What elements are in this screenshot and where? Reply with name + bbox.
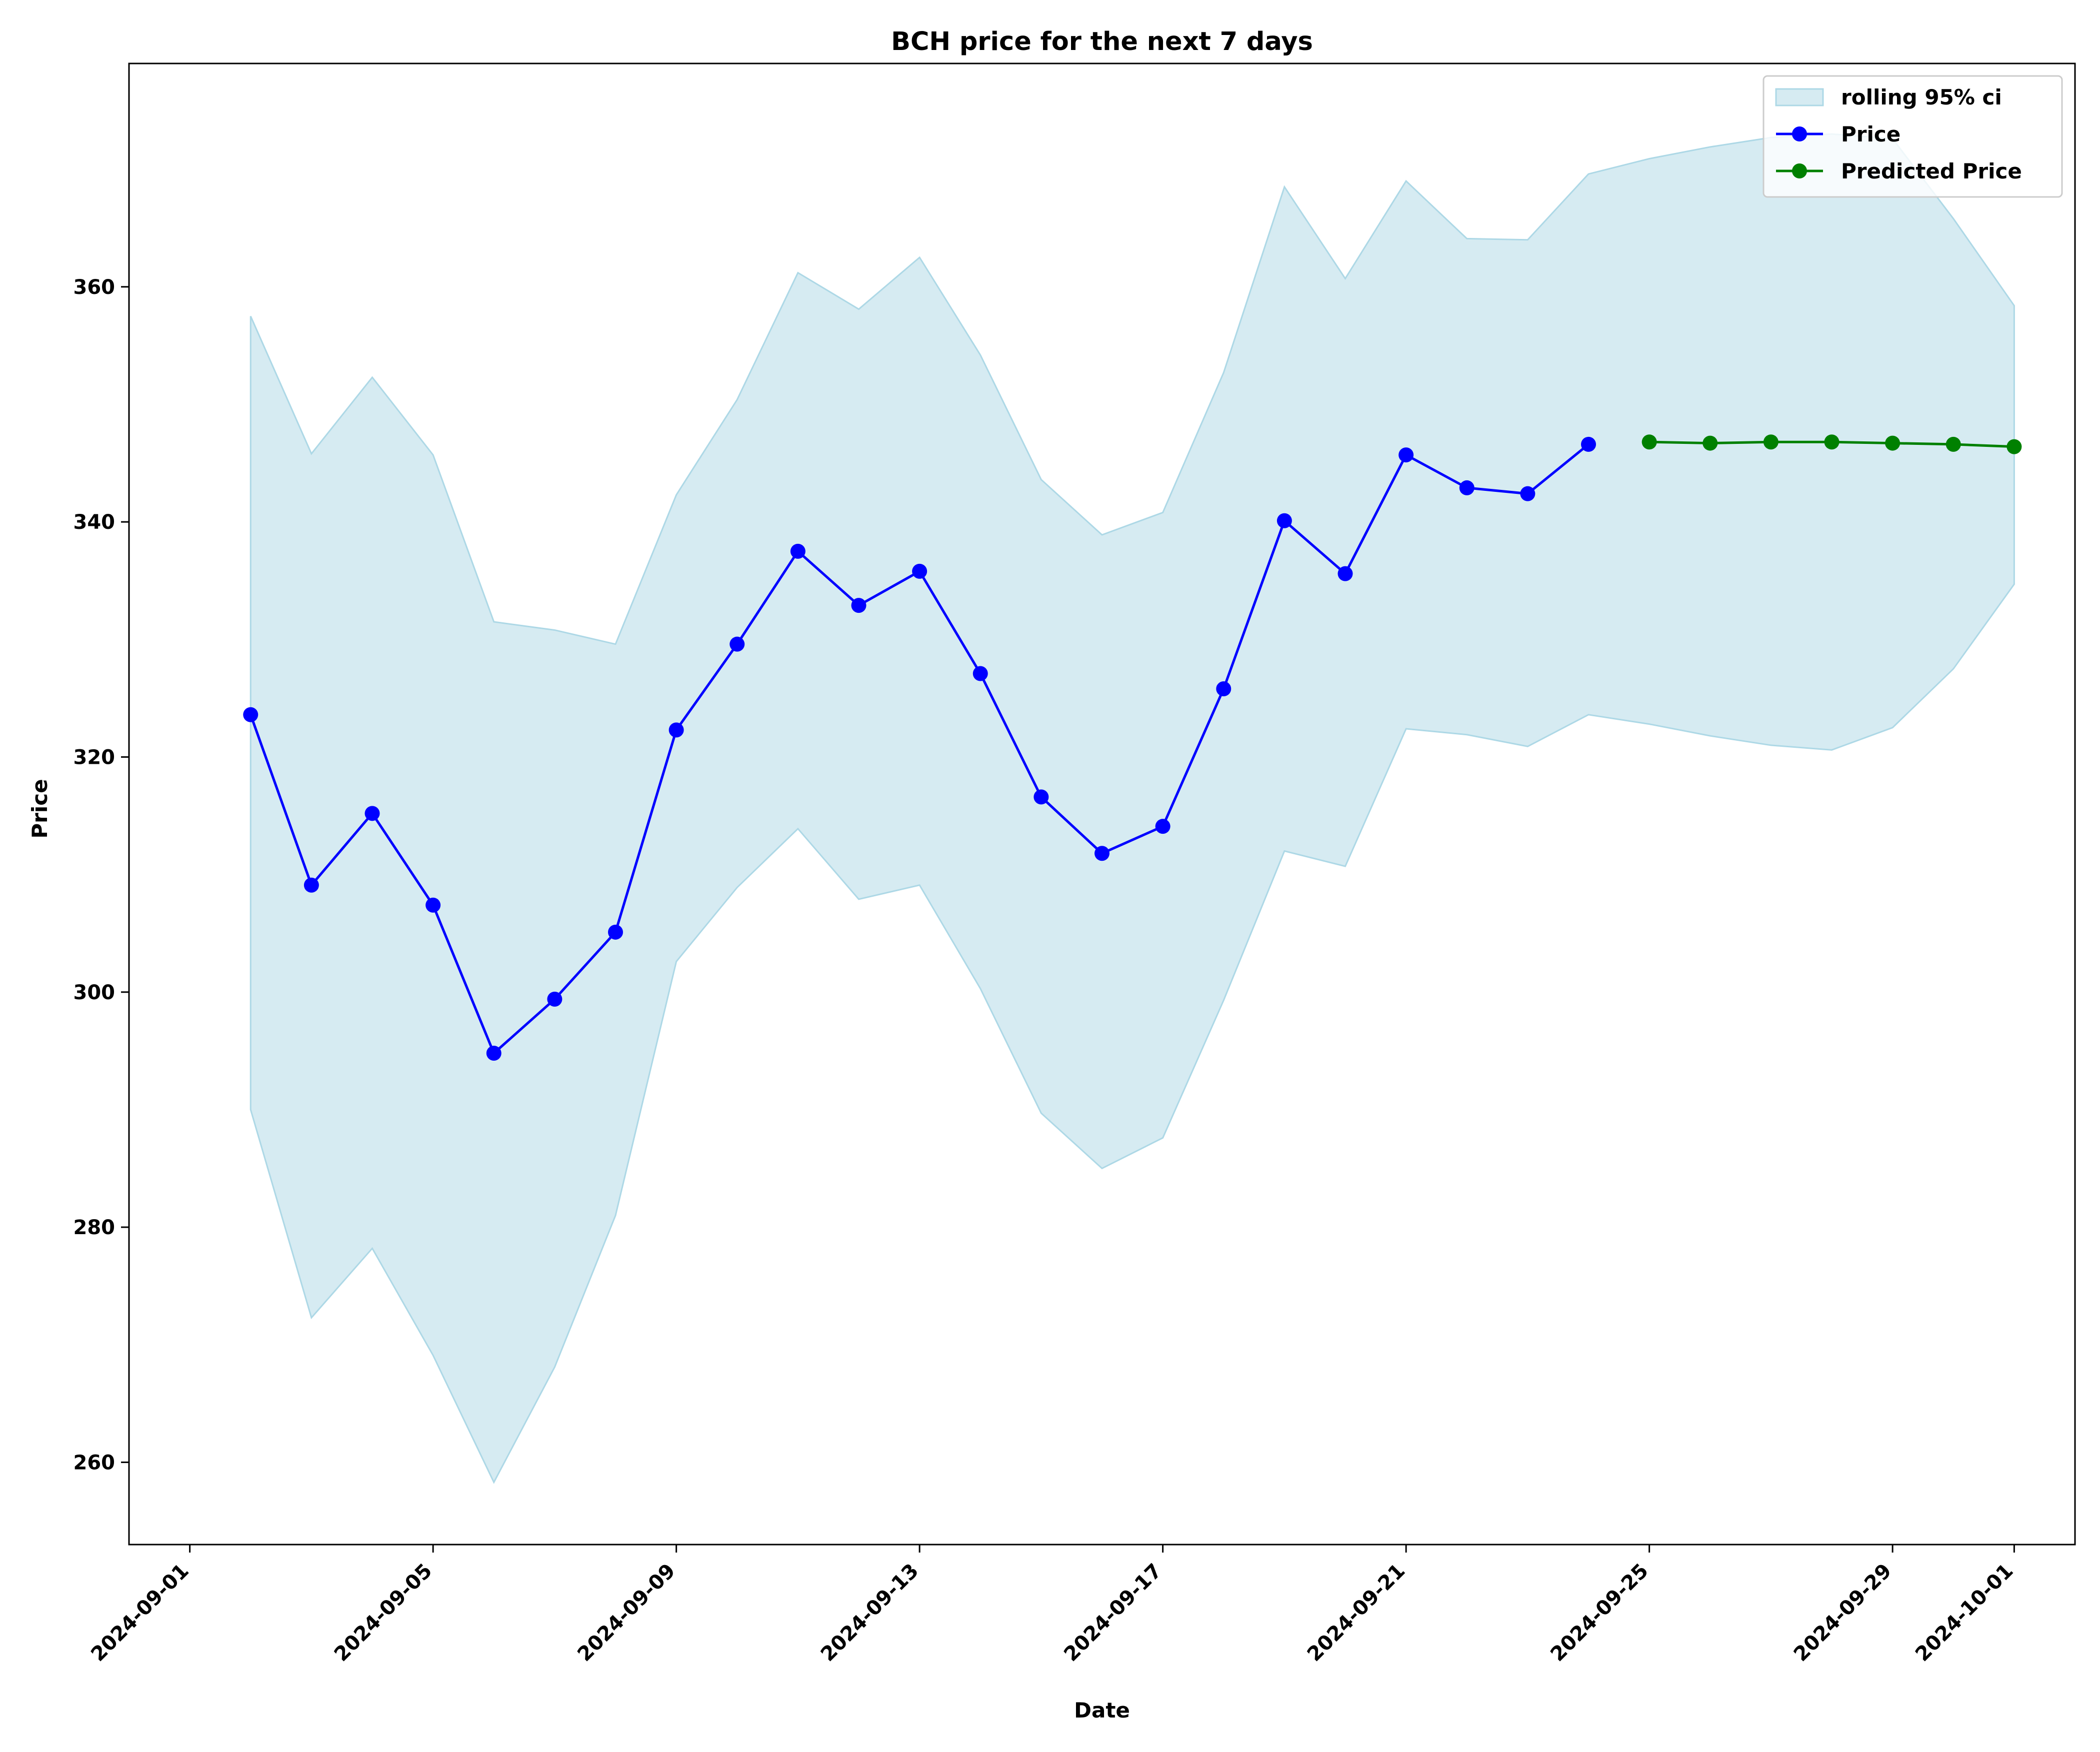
price-point <box>486 1046 502 1061</box>
legend-marker-predicted-price <box>1792 163 1807 178</box>
legend-label-price: Price <box>1841 122 1900 146</box>
price-point <box>1034 789 1049 805</box>
predicted-price-point <box>1702 435 1718 451</box>
predicted-price-point <box>1763 434 1778 450</box>
price-point <box>851 598 866 613</box>
plot-frame <box>128 62 2076 1546</box>
y-tick-label: 360 <box>74 276 116 299</box>
price-point <box>972 666 988 681</box>
y-tick-label: 320 <box>74 746 116 769</box>
y-tick-label: 280 <box>74 1216 116 1239</box>
predicted-price-point <box>1642 434 1657 450</box>
y-axis: 260 280 300 320 340 360 <box>74 276 129 1474</box>
ci-band-layer <box>250 133 2015 1484</box>
price-point <box>1398 447 1414 463</box>
legend-marker-price <box>1792 126 1807 141</box>
price-point <box>304 877 319 893</box>
price-point <box>668 722 684 738</box>
y-tick-label: 300 <box>74 981 116 1004</box>
price-point <box>730 636 745 652</box>
price-point <box>1581 436 1596 452</box>
predicted-price-point <box>1946 436 1961 452</box>
price-point <box>364 806 380 821</box>
price-point <box>1094 846 1110 861</box>
price-point <box>243 707 258 722</box>
price-point <box>426 897 441 913</box>
price-point <box>1338 566 1353 581</box>
legend-label-rolling-95-ci: rolling 95% ci <box>1841 85 2002 109</box>
legend: rolling 95% ci Price Predicted Price <box>1762 75 2063 198</box>
chart-title: BCH price for the next 7 days <box>891 27 1313 56</box>
series-layer <box>243 434 2022 1061</box>
y-tick-label: 260 <box>74 1451 116 1474</box>
price-point <box>1520 486 1536 501</box>
price-point <box>912 563 928 579</box>
price-point <box>1155 819 1170 834</box>
price-point <box>1459 480 1474 495</box>
predicted-price-point <box>1824 434 1840 450</box>
predicted-price-point <box>1885 435 1900 451</box>
predicted-price-point <box>2006 439 2022 454</box>
price-point <box>790 543 806 559</box>
price-point <box>1276 513 1292 528</box>
x-axis-label: Date <box>1074 1698 1130 1723</box>
legend-label-predicted-price: Predicted Price <box>1841 159 2022 183</box>
price-point <box>608 924 623 940</box>
legend-box <box>1762 75 2063 198</box>
y-axis-label: Price <box>28 779 52 838</box>
price-point <box>547 991 562 1007</box>
y-tick-label: 340 <box>74 511 116 534</box>
legend-swatch-rolling-95-ci <box>1775 88 1824 106</box>
ci-band <box>250 133 2015 1484</box>
price-point <box>1216 681 1232 697</box>
